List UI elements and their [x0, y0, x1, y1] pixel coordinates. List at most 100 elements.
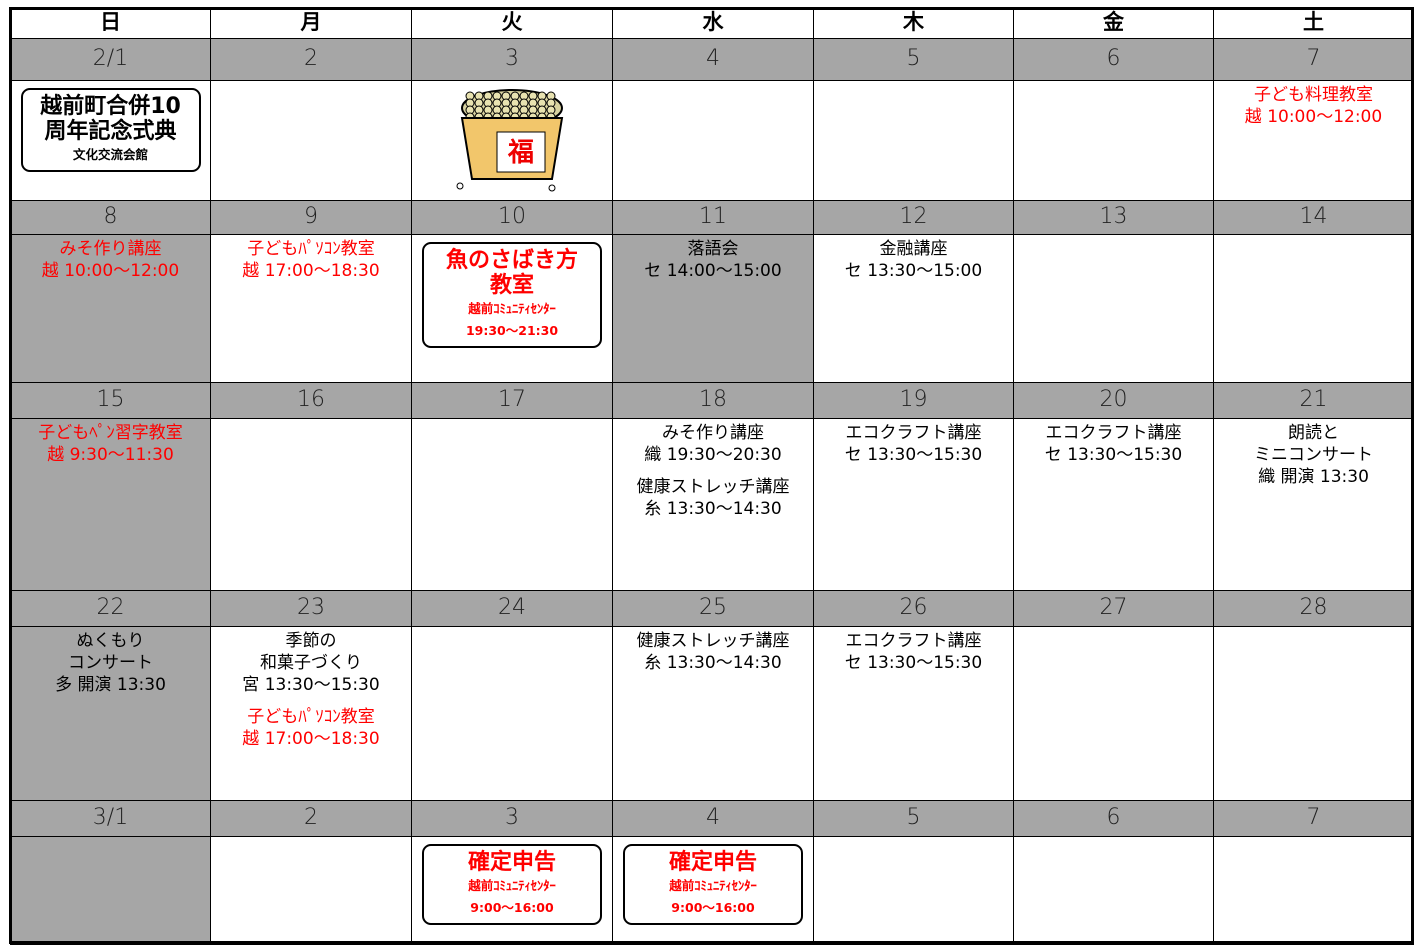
- date-cell: 3: [411, 38, 613, 81]
- date-cell: 7: [1213, 800, 1414, 837]
- event-box: 魚のさばき方 教室越前ｺﾐｭﾆﾃｨｾﾝﾀｰ 19:30～21:30: [422, 242, 602, 348]
- date-cell: 19: [813, 382, 1014, 419]
- date-cell: 3: [411, 800, 613, 837]
- date-cell: 10: [411, 200, 613, 235]
- event-line: 越 17:00～18:30: [242, 729, 380, 749]
- day-header: 月: [210, 8, 412, 39]
- date-cell: 4: [612, 38, 814, 81]
- event-line: 朗読と: [1288, 423, 1339, 443]
- day-cell: エコクラフト講座セ 13:30～15:30: [813, 626, 1014, 801]
- event: 子どもﾊﾟｿｺﾝ教室越 17:00～18:30: [242, 706, 379, 750]
- event-line: エコクラフト講座: [845, 631, 982, 651]
- event-line: 健康ストレッチ講座: [636, 631, 790, 651]
- day-cell: ぬくもり コンサート多 開演 13:30: [10, 626, 211, 801]
- day-cell: 越前町合併10 周年記念式典 文化交流会館: [10, 80, 211, 201]
- event-line: 織 開演 13:30: [1258, 467, 1369, 487]
- event: 子どもﾊﾟｿｺﾝ教室越 17:00～18:30: [242, 238, 379, 282]
- event-title: 教室: [489, 273, 534, 298]
- date-cell: 16: [210, 382, 412, 419]
- event: エコクラフト講座セ 13:30～15:30: [845, 422, 982, 466]
- day-header: 火: [411, 8, 613, 39]
- event-detail: 文化交流会館: [72, 147, 148, 162]
- event: 季節の 和菓子づくり宮 13:30～15:30: [242, 630, 379, 696]
- date-cell: 3/1: [10, 800, 211, 837]
- day-cell: みそ作り講座越 10:00～12:00: [10, 234, 211, 383]
- date-cell: 17: [411, 382, 613, 419]
- day-cell: [813, 80, 1014, 201]
- date-cell: 13: [1013, 200, 1214, 235]
- day-cell: エコクラフト講座セ 13:30～15:30: [813, 418, 1014, 591]
- day-cell: [1213, 836, 1414, 945]
- date-cell: 23: [210, 590, 412, 627]
- event-line: セ 14:00～15:00: [644, 261, 782, 281]
- event: 金融講座セ 13:30～15:00: [845, 238, 982, 282]
- day-header: 土: [1213, 8, 1414, 39]
- day-cell: 子どもﾍﾟﾝ習字教室越 9:30～11:30: [10, 418, 211, 591]
- day-cell: [411, 626, 613, 801]
- day-header: 日: [10, 8, 211, 39]
- day-cell: 季節の 和菓子づくり宮 13:30～15:30 子どもﾊﾟｿｺﾝ教室越 17:00～…: [210, 626, 412, 801]
- day-cell: 朗読と ミニコンサート織 開演 13:30: [1213, 418, 1414, 591]
- event-line: セ 13:30～15:30: [844, 653, 983, 673]
- event-title: 越前町合併10: [40, 94, 181, 119]
- event-detail: 19:30～21:30: [465, 323, 559, 338]
- event: ぬくもり コンサート多 開演 13:30: [55, 630, 166, 696]
- day-cell: [411, 418, 613, 591]
- event-detail: 9:00～16:00: [671, 900, 755, 915]
- date-cell: 21: [1213, 382, 1414, 419]
- event-line: セ 13:30～15:30: [1044, 445, 1183, 465]
- day-cell: [1013, 234, 1214, 383]
- event-detail: 越前ｺﾐｭﾆﾃｨｾﾝﾀｰ: [468, 301, 556, 316]
- day-cell: [10, 836, 211, 945]
- day-header: 木: [813, 8, 1014, 39]
- day-cell: 確定申告越前ｺﾐｭﾆﾃｨｾﾝﾀｰ 9:00～16:00: [612, 836, 814, 945]
- event: 子ども料理教室越 10:00～12:00: [1245, 84, 1382, 128]
- icon-text: 福: [507, 138, 534, 168]
- event: みそ作り講座越 10:00～12:00: [42, 238, 179, 282]
- event: エコクラフト講座セ 13:30～15:30: [1045, 422, 1182, 466]
- event-detail: 越前ｺﾐｭﾆﾃｨｾﾝﾀｰ: [468, 878, 556, 893]
- day-cell: [1013, 626, 1214, 801]
- event-line: 越 9:30～11:30: [47, 445, 174, 465]
- event-line: 健康ストレッチ講座: [636, 477, 790, 497]
- date-cell: 11: [612, 200, 814, 235]
- date-cell: 5: [813, 800, 1014, 837]
- event-line: セ 13:30～15:00: [844, 261, 983, 281]
- event: エコクラフト講座セ 13:30～15:30: [845, 630, 982, 674]
- date-cell: 9: [210, 200, 412, 235]
- event-line: 越 10:00～12:00: [41, 261, 180, 281]
- event-title: 確定申告: [668, 850, 757, 875]
- event-title: 魚のさばき方: [445, 248, 578, 273]
- masu-icon: 福: [456, 89, 564, 192]
- date-cell: 2/1: [10, 38, 211, 81]
- event-title: 確定申告: [467, 850, 556, 875]
- event: 健康ストレッチ講座糸 13:30～14:30: [637, 630, 790, 674]
- event-line: コンサート: [68, 653, 153, 673]
- event: みそ作り講座織 19:30～20:30: [644, 422, 781, 466]
- date-cell: 2: [210, 800, 412, 837]
- date-cell: 14: [1213, 200, 1414, 235]
- day-cell: [813, 836, 1014, 945]
- date-cell: 18: [612, 382, 814, 419]
- event: 朗読と ミニコンサート織 開演 13:30: [1254, 422, 1373, 488]
- event-line: 多 開演 13:30: [55, 675, 166, 695]
- date-cell: 20: [1013, 382, 1214, 419]
- event-line: 季節の: [285, 631, 337, 651]
- day-cell: エコクラフト講座セ 13:30～15:30: [1013, 418, 1214, 591]
- day-cell: 金融講座セ 13:30～15:00: [813, 234, 1014, 383]
- date-cell: 6: [1013, 38, 1214, 81]
- event-detail: 越前ｺﾐｭﾆﾃｨｾﾝﾀｰ: [669, 878, 757, 893]
- event-detail: 9:00～16:00: [470, 900, 554, 915]
- date-cell: 25: [612, 590, 814, 627]
- event-box: 確定申告越前ｺﾐｭﾆﾃｨｾﾝﾀｰ 9:00～16:00: [623, 844, 803, 925]
- event-line: エコクラフト講座: [1045, 423, 1182, 443]
- day-cell: 子どもﾊﾟｿｺﾝ教室越 17:00～18:30: [210, 234, 412, 383]
- day-cell: [612, 80, 814, 201]
- day-cell: [210, 418, 412, 591]
- date-cell: 2: [210, 38, 412, 81]
- day-cell: 落語会セ 14:00～15:00: [612, 234, 814, 383]
- event-line: 宮 13:30～15:30: [242, 675, 380, 695]
- date-cell: 7: [1213, 38, 1414, 81]
